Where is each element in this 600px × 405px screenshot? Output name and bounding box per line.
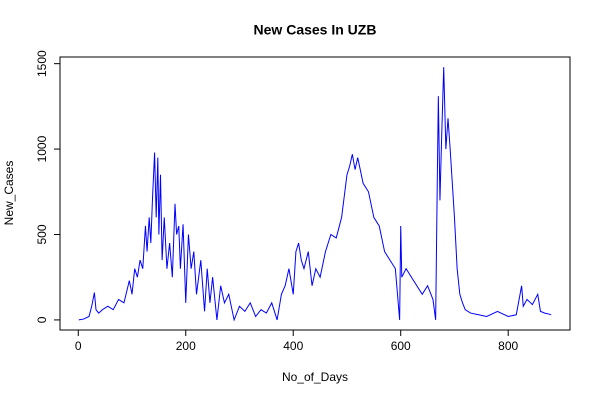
y-axis-label: New_Cases [2,161,16,226]
y-tick-label: 0 [35,316,49,323]
y-tick-label: 1500 [35,50,49,77]
x-tick-label: 0 [75,339,82,353]
x-tick-label: 400 [283,339,303,353]
y-tick-label: 500 [35,224,49,244]
plot-box [59,56,571,331]
x-tick-label: 200 [176,339,196,353]
chart-title: New Cases In UZB [254,22,377,38]
series-line [78,67,552,322]
x-tick-label: 600 [391,339,411,353]
x-axis-label: No_of_Days [282,370,348,384]
x-tick-label: 800 [498,339,518,353]
y-tick-label: 1000 [35,135,49,162]
